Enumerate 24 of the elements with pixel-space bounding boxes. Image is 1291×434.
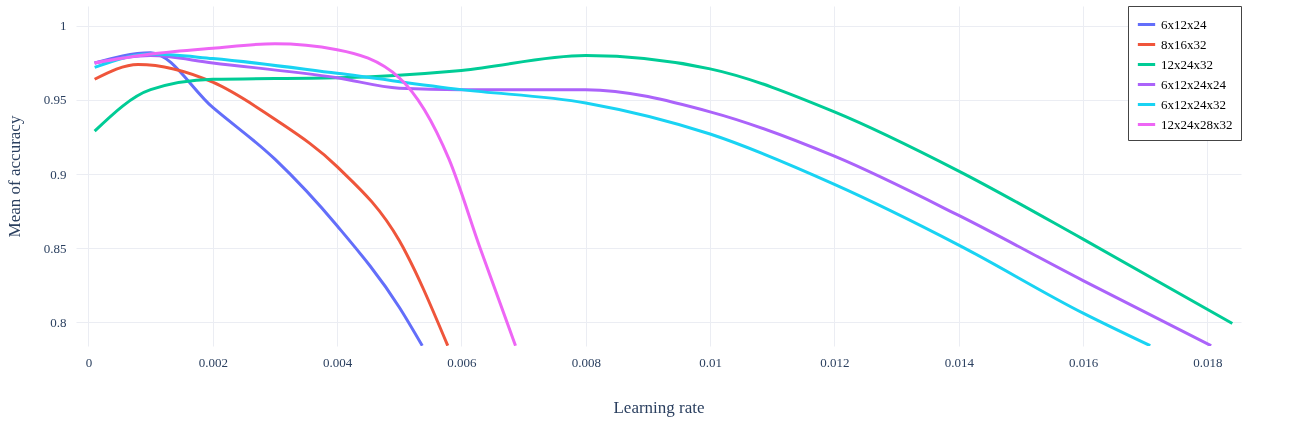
y-tick-label: 1	[60, 18, 67, 34]
legend-label: 8x16x32	[1161, 36, 1207, 52]
y-tick-label: 0.8	[50, 314, 67, 330]
y-tick-label: 0.9	[50, 166, 67, 182]
x-tick-label: 0.002	[198, 354, 228, 370]
x-tick-label: 0.014	[944, 354, 975, 370]
y-tick-label: 0.85	[43, 240, 67, 256]
y-axis-title: Mean of accuracy	[4, 115, 24, 238]
x-tick-label: 0.016	[1068, 354, 1099, 370]
y-tick-label: 0.95	[43, 92, 67, 108]
legend-label: 6x12x24x24	[1161, 76, 1227, 92]
x-tick-label: 0.012	[820, 354, 850, 370]
x-tick-label: 0.008	[571, 354, 601, 370]
legend-label: 12x24x28x32	[1161, 116, 1233, 132]
x-tick-label: 0.01	[699, 354, 722, 370]
line-series	[93, 42, 518, 346]
x-tick-label: 0.004	[322, 354, 353, 370]
x-tick-label: 0.018	[1193, 354, 1223, 370]
x-tick-label: 0.006	[447, 354, 478, 370]
x-tick-label: 0	[85, 354, 93, 370]
legend-label: 6x12x24	[1161, 16, 1207, 32]
legend-label: 6x12x24x32	[1161, 96, 1226, 112]
legend-label: 12x24x32	[1161, 56, 1213, 72]
x-axis-title: Learning rate	[613, 397, 705, 417]
